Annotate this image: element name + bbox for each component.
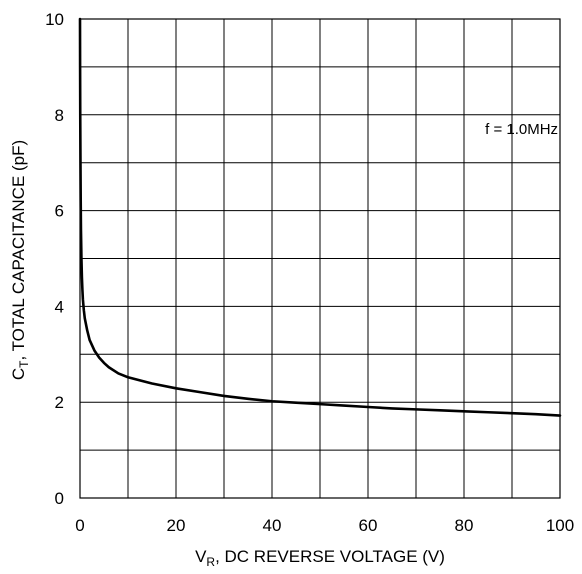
- capacitance-curve: [78, 17, 562, 417]
- plot-border: [79, 18, 561, 499]
- x-tick-label: 60: [359, 516, 378, 535]
- x-tick-label: 80: [455, 516, 474, 535]
- grid-lines: [80, 19, 560, 498]
- y-tick-label: 10: [45, 10, 64, 29]
- tick-labels: 0 20 40 60 80 100 0 2 4 6 8 10: [45, 10, 574, 535]
- data-series: [78, 17, 562, 417]
- x-tick-label: 100: [546, 516, 574, 535]
- x-axis-title-subscript: R: [206, 555, 215, 569]
- x-axis-title-main: V: [195, 547, 207, 566]
- annotations: f = 1.0MHz: [485, 121, 558, 138]
- x-axis-title: VR, DC REVERSE VOLTAGE (V): [195, 547, 445, 569]
- y-axis-title-subscript: T: [17, 360, 31, 368]
- y-tick-label: 2: [55, 393, 64, 412]
- y-tick-label: 6: [55, 202, 64, 221]
- y-axis-title: CT, TOTAL CAPACITANCE (pF): [9, 140, 31, 380]
- y-tick-label: 0: [55, 489, 64, 508]
- x-tick-label: 40: [263, 516, 282, 535]
- x-axis-title-rest: , DC REVERSE VOLTAGE (V): [215, 547, 445, 566]
- x-tick-label: 0: [75, 516, 84, 535]
- y-tick-label: 8: [55, 106, 64, 125]
- plot-frame: [79, 18, 561, 499]
- y-axis-title-main: C: [9, 368, 28, 380]
- x-tick-label: 20: [167, 516, 186, 535]
- y-axis-title-rest: , TOTAL CAPACITANCE (pF): [9, 140, 28, 361]
- y-tick-label: 4: [55, 297, 64, 316]
- frequency-annotation: f = 1.0MHz: [485, 121, 558, 138]
